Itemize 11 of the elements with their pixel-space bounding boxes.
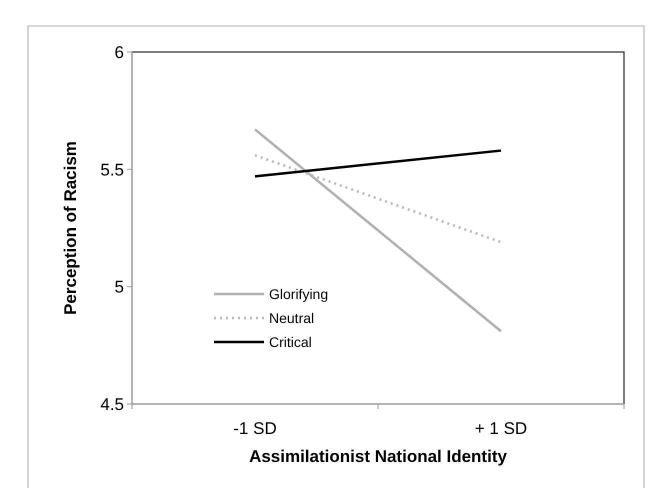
legend-label: Critical — [269, 334, 312, 350]
legend-label: Neutral — [269, 310, 314, 326]
y-tick-label: 5 — [114, 278, 124, 297]
y-tick-label: 5.5 — [100, 160, 124, 180]
x-axis-title: Assimilationist National Identity — [249, 447, 508, 466]
x-tick-label: + 1 SD — [474, 419, 528, 438]
y-tick-label: 4.5 — [100, 394, 124, 414]
legend-label: Glorifying — [269, 286, 328, 302]
y-axis-title: Perception of Racism — [61, 141, 80, 315]
x-tick-label: -1 SD — [233, 419, 277, 438]
y-tick-label: 6 — [114, 42, 124, 62]
